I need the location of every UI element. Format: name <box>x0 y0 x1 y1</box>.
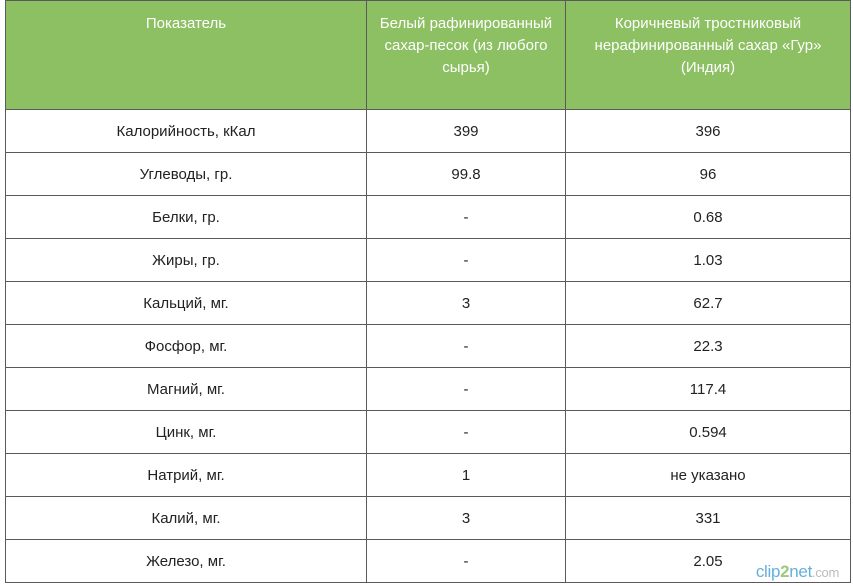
clip2net-watermark: clip2net.com <box>756 562 839 582</box>
table-row: Цинк, мг. - 0.594 <box>5 410 851 454</box>
white-sugar-value: 99.8 <box>366 152 566 196</box>
table-row: Фосфор, мг. - 22.3 <box>5 324 851 368</box>
table-header: Показатель Белый рафинированный сахар-пе… <box>5 0 851 110</box>
brown-sugar-value: не указано <box>565 453 851 497</box>
row-label: Кальций, мг. <box>5 281 367 325</box>
brown-sugar-value: 96 <box>565 152 851 196</box>
white-sugar-value: 3 <box>366 496 566 540</box>
row-label: Цинк, мг. <box>5 410 367 454</box>
white-sugar-value: - <box>366 324 566 368</box>
brown-sugar-value: 62.7 <box>565 281 851 325</box>
brown-sugar-value: 2.05 <box>565 539 851 583</box>
row-label: Железо, мг. <box>5 539 367 583</box>
white-sugar-value: - <box>366 410 566 454</box>
brown-sugar-value: 396 <box>565 109 851 153</box>
white-sugar-value: - <box>366 195 566 239</box>
watermark-dotcom: .com <box>812 565 839 580</box>
white-sugar-value: 399 <box>366 109 566 153</box>
white-sugar-value: 3 <box>366 281 566 325</box>
row-label: Натрий, мг. <box>5 453 367 497</box>
brown-sugar-value: 0.68 <box>565 195 851 239</box>
brown-sugar-value: 22.3 <box>565 324 851 368</box>
brown-sugar-value: 331 <box>565 496 851 540</box>
watermark-suffix: net <box>789 562 813 581</box>
header-row: Показатель Белый рафинированный сахар-пе… <box>5 0 851 110</box>
table-row: Жиры, гр. - 1.03 <box>5 238 851 282</box>
table-row: Углеводы, гр. 99.8 96 <box>5 152 851 196</box>
white-sugar-value: - <box>366 367 566 411</box>
white-sugar-value: 1 <box>366 453 566 497</box>
row-label: Белки, гр. <box>5 195 367 239</box>
brown-sugar-value: 1.03 <box>565 238 851 282</box>
row-label: Калий, мг. <box>5 496 367 540</box>
table-row: Магний, мг. - 117.4 <box>5 367 851 411</box>
table-row: Калорийность, кКал 399 396 <box>5 109 851 153</box>
watermark-digit: 2 <box>780 562 790 581</box>
table-body: Калорийность, кКал 399 396 Углеводы, гр.… <box>5 109 851 583</box>
row-label: Углеводы, гр. <box>5 152 367 196</box>
white-sugar-value: - <box>366 238 566 282</box>
header-brown-sugar: Коричневый тростниковый нерафинированный… <box>565 0 851 110</box>
row-label: Калорийность, кКал <box>5 109 367 153</box>
table-row: Белки, гр. - 0.68 <box>5 195 851 239</box>
watermark-prefix: clip <box>755 562 781 581</box>
row-label: Жиры, гр. <box>5 238 367 282</box>
brown-sugar-value: 0.594 <box>565 410 851 454</box>
brown-sugar-value: 117.4 <box>565 367 851 411</box>
table-row: Калий, мг. 3 331 <box>5 496 851 540</box>
row-label: Магний, мг. <box>5 367 367 411</box>
row-label: Фосфор, мг. <box>5 324 367 368</box>
table-row: Кальций, мг. 3 62.7 <box>5 281 851 325</box>
header-indicator: Показатель <box>5 0 367 110</box>
table-row: Железо, мг. - 2.05 <box>5 539 851 583</box>
white-sugar-value: - <box>366 539 566 583</box>
nutrition-table: Показатель Белый рафинированный сахар-пе… <box>5 0 851 583</box>
header-white-sugar: Белый рафинированный сахар-песок (из люб… <box>366 0 566 110</box>
table-row: Натрий, мг. 1 не указано <box>5 453 851 497</box>
